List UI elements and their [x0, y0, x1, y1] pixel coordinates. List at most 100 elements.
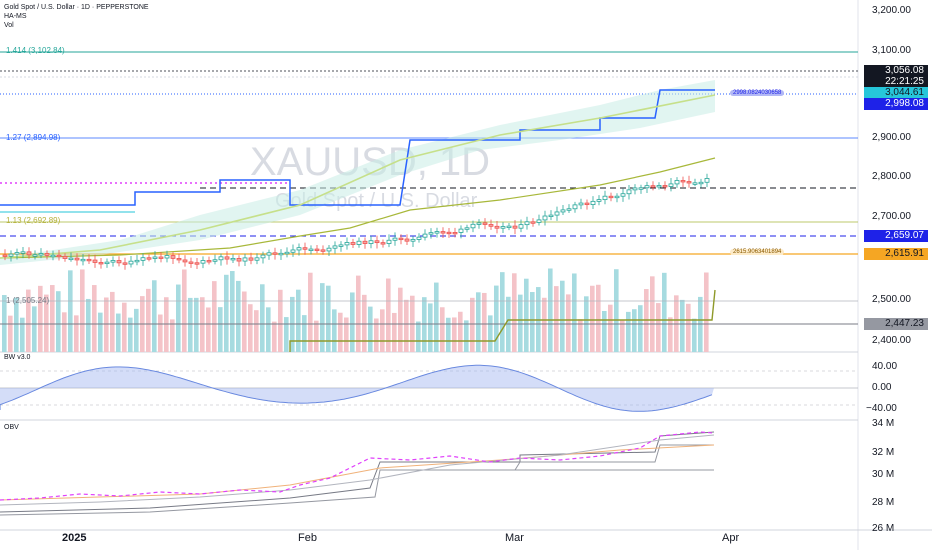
volume-bar	[572, 273, 577, 352]
candle-body	[452, 232, 458, 235]
volume-bar	[428, 303, 433, 352]
bw-tick: 0.00	[872, 382, 892, 393]
candle-body	[434, 231, 440, 234]
volume-bar	[86, 298, 91, 352]
volume-bar	[260, 284, 265, 352]
candle-body	[350, 242, 356, 245]
candle-body	[476, 222, 482, 225]
candle-body	[536, 219, 542, 223]
volume-bar	[188, 297, 193, 352]
candle-body	[356, 240, 362, 245]
volume-bar	[614, 269, 619, 352]
candle-body	[692, 182, 698, 185]
price-tick: 3,200.00	[872, 5, 911, 16]
candle-body	[548, 214, 554, 217]
bw-pane-label[interactable]: BW v3.0	[4, 354, 31, 361]
candle-body	[212, 259, 218, 262]
volume-bar	[368, 306, 373, 352]
volume-bar	[440, 307, 445, 352]
obv-tick: 32 M	[872, 447, 895, 458]
time-label-apr: Apr	[722, 532, 740, 544]
volume-bar	[272, 321, 277, 352]
candle-body	[632, 187, 638, 191]
volume-bar	[338, 312, 343, 352]
obv-tick: 28 M	[872, 497, 895, 508]
candle-body	[326, 247, 332, 252]
volume-bar	[632, 309, 637, 352]
volume-bar	[200, 297, 205, 352]
volume-bar	[68, 270, 73, 352]
volume-bar	[470, 297, 475, 352]
indicator-vol-label[interactable]: Vol	[4, 22, 14, 29]
volume-bar	[98, 312, 103, 352]
candle-body	[344, 242, 350, 246]
symbol-title[interactable]: Gold Spot / U.S. Dollar · 1D · PEPPERSTO…	[4, 4, 149, 11]
ma-price-tag: 3,044.61	[864, 87, 928, 99]
candle-body	[92, 259, 98, 263]
volume-bar	[704, 272, 709, 352]
candle-body	[440, 231, 446, 234]
candle-body	[506, 225, 512, 228]
bw-oscillator-fill	[0, 365, 714, 412]
obv-tick: 30 M	[872, 469, 895, 480]
candle-body	[320, 249, 326, 252]
candle-body	[668, 183, 674, 187]
candle-body	[8, 253, 14, 257]
volume-bar	[92, 285, 97, 352]
trend-inline-tag: 2998.0824030658	[730, 90, 785, 96]
volume-bar	[230, 271, 235, 352]
candle-body	[290, 249, 296, 253]
volume-bar	[314, 320, 319, 352]
volume-bar	[44, 294, 49, 352]
volume-bar	[662, 272, 667, 352]
volume-bar	[488, 315, 493, 352]
candle-body	[614, 195, 620, 199]
candle-body	[704, 178, 710, 183]
volume-bar	[176, 284, 181, 352]
candle-body	[362, 240, 368, 244]
time-label-mar: Mar	[505, 532, 524, 544]
volume-bar	[32, 306, 37, 352]
volume-bar	[680, 299, 685, 352]
volume-bar	[224, 274, 229, 352]
obv-line	[0, 431, 715, 513]
volume-bar	[356, 275, 361, 352]
candle-body	[140, 257, 146, 261]
obv-tick: 34 M	[872, 418, 895, 429]
volume-bar	[236, 280, 241, 352]
time-label-feb: Feb	[298, 532, 317, 544]
candle-body	[530, 221, 536, 224]
candle-body	[446, 231, 452, 235]
candle-body	[368, 240, 374, 244]
candle-body	[266, 252, 272, 256]
candle-body	[68, 257, 74, 261]
support-price-tag: 2,659.07	[864, 230, 928, 242]
candle-body	[242, 257, 248, 262]
candle-body	[188, 261, 194, 264]
candle-body	[386, 239, 392, 244]
volume-bar	[686, 303, 691, 352]
candle-body	[674, 180, 680, 185]
volume-bar	[656, 303, 661, 352]
candle-body	[620, 193, 626, 197]
fib-label-127: 1.27 (2,894.98)	[6, 133, 61, 142]
volume-bar	[542, 297, 547, 352]
candle-body	[134, 259, 140, 263]
candle-body	[194, 262, 200, 265]
volume-bar	[122, 302, 127, 352]
volume-bar	[602, 310, 607, 352]
candle-body	[680, 180, 686, 183]
volume-bar	[386, 278, 391, 352]
candle-body	[74, 257, 80, 261]
candle-body	[470, 223, 476, 229]
candle-body	[56, 254, 62, 258]
indicator-ha-ms-label[interactable]: HA-MS	[4, 13, 27, 20]
candle-body	[146, 257, 152, 260]
volume-bar	[26, 289, 31, 352]
candle-body	[332, 245, 338, 249]
obv-pane-label[interactable]: OBV	[4, 424, 19, 431]
time-label-2025: 2025	[62, 532, 87, 544]
candle-body	[314, 248, 320, 251]
volume-bar	[668, 317, 673, 352]
